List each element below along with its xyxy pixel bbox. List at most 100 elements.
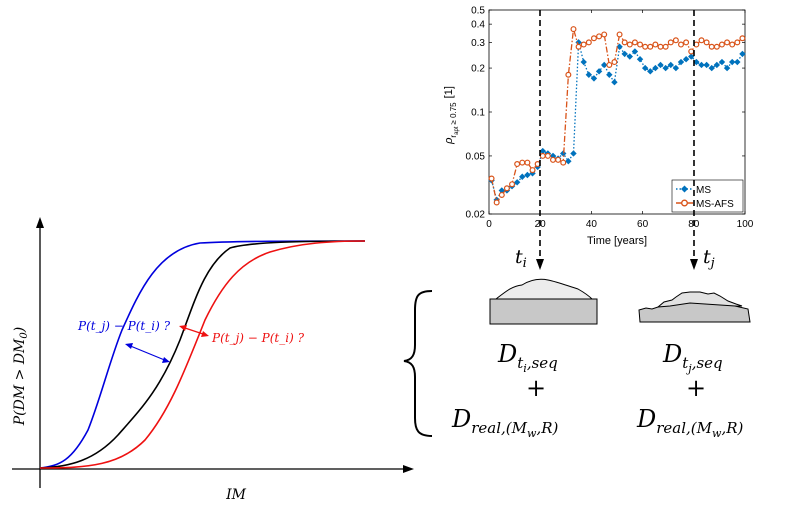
series-ms-afs-point [708,43,715,50]
series-ms-point [539,147,546,155]
series-ms-afs-point [713,43,720,50]
series-ms-afs-point [539,152,546,159]
profile-right-base [638,302,751,323]
blue-annotation: P(t_j) − P(t_i) ? [77,319,171,333]
blue-arrowhead-right [162,357,170,363]
profile-right-upper [656,291,743,308]
tj-arrowhead [690,259,698,270]
equation-right-D: Dtj,seq [662,340,723,375]
series-ms-afs-point [688,48,695,55]
y-tick-label: 0.2 [471,64,485,75]
chart-series-layer [488,26,746,206]
series-ms-afs-point [493,199,500,206]
series-ms-afs-point [739,35,746,42]
series-ms-point [688,53,695,60]
series-ms-point [590,75,598,82]
series-ms-afs-point [544,152,551,159]
equation-left: Dti,seq + Dreal,(Mw,R) [451,340,559,440]
series-ms-point [575,39,582,46]
legend-msafs-marker [681,199,688,207]
y-tick-label: 0.5 [471,6,485,17]
series-ms-afs-point [498,191,505,198]
red-arrowhead-right [201,331,209,337]
series-ms-afs-point [509,181,516,188]
series-ms-afs-point [514,161,521,168]
series-ms-afs-point [667,39,674,46]
series-ms-point [713,61,721,69]
series-ms-afs-point [616,31,623,38]
chart-ylabel: ρrapt≥ 0.75[1] [443,86,460,145]
series-ms-point [580,58,587,66]
series-ms-afs-point [590,35,597,42]
series-ms-point [677,58,685,66]
series-ms-afs-point [677,41,684,48]
series-ms-afs-point [642,43,649,50]
red-difference-arrow [181,326,207,336]
series-ms-point [662,64,669,72]
series-ms-point [560,150,567,157]
series-ms-afs-point [734,39,741,46]
y-tick-label: 0.05 [466,151,486,162]
equation-right: Dtj,seq + Dreal,(Mw,R) [636,340,744,440]
series-ms-point [667,61,674,69]
equation-left-plus: + [526,374,546,402]
time-markers: ti tj [515,10,715,271]
chart-xlabel: Time [years] [587,235,647,247]
red-annotation: P(t_j) − P(t_i) ? [211,331,305,345]
x-tick-label: 100 [737,219,754,230]
series-ms-afs-point [503,185,510,192]
series-ms-point [652,64,659,72]
profile-right [638,291,751,323]
series-ms-point [519,173,526,180]
fragility-curve-black [39,240,366,469]
legend-ms-marker [681,185,688,193]
series-ms-afs-point [555,156,562,163]
series-ms-afs-point [729,41,736,48]
series-ms-afs-point [529,167,536,174]
fragility-plot: P(t_j) − P(t_i) ? P(t_j) − P(t_i) ? P(DM… [12,217,414,503]
fragility-curve-red [39,240,366,469]
series-ms-point [621,50,628,58]
series-ms-point [524,171,531,179]
series-ms-afs-point [698,37,705,44]
series-ms-point [718,58,726,66]
series-ms-afs-point [703,39,710,46]
series-ms-afs-point [647,43,654,50]
profile-left-base [489,298,598,325]
series-ms-point [570,150,577,157]
series-ms-point [611,79,618,86]
series-ms-point [565,158,572,165]
x-tick-label: 40 [586,219,598,230]
x-tick-label: 0 [486,219,492,230]
y-tick-label: 0.4 [471,20,485,31]
series-ms-afs-point [601,31,608,38]
series-ms-afs-point [662,43,669,50]
fragility-curve-blue [39,240,366,469]
series-ms-afs-point [718,41,725,48]
series-ms-afs-point [488,175,495,182]
series-ms-afs-point [596,33,603,40]
series-ms-afs-point [657,43,664,50]
blue-arrowhead-left [125,343,133,349]
series-ms-afs-point [560,159,567,166]
equation-left-real: Dreal,(Mw,R) [451,405,559,440]
series-ms-point [734,58,741,66]
blue-difference-arrow [127,344,168,362]
ti-label: ti [515,246,527,271]
legend-ms-label: MS [696,185,711,196]
series-ms-afs-point [621,39,628,46]
fragility-ylabel: P(DM > DM0) [12,327,30,426]
series-ms-point [647,68,654,75]
series-ms-afs-point [580,41,587,48]
profile-left [489,278,598,325]
series-ms-point [682,56,690,63]
series-ms-point [703,61,710,69]
equation-left-D: Dti,seq [497,340,558,375]
fragility-xlabel: IM [225,487,247,503]
series-ms-point [601,61,608,69]
series-ms-point [698,61,705,69]
series-ms-afs-point [683,39,690,46]
y-tick-label: 0.3 [471,38,485,49]
series-ms-afs-point [611,59,618,66]
